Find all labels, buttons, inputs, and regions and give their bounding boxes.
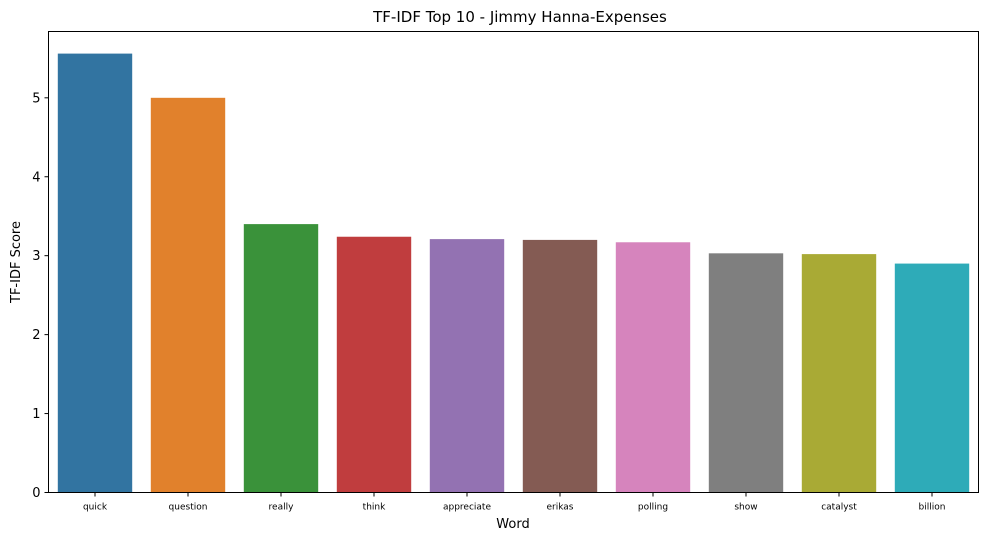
- y-tick-label: 3: [32, 249, 40, 264]
- y-tick-label: 2: [32, 328, 40, 343]
- y-tick-label: 1: [32, 407, 40, 422]
- bar-really: [243, 224, 319, 493]
- x-tick-label: catalyst: [821, 503, 857, 513]
- x-axis-title: Word: [496, 517, 529, 532]
- x-tick-label: quick: [83, 503, 108, 513]
- chart-title: TF-IDF Top 10 - Jimmy Hanna-Expenses: [372, 8, 667, 26]
- y-axis-title: TF-IDF Score: [9, 221, 24, 304]
- plot-frame: [48, 31, 979, 493]
- bar-question: [150, 97, 226, 493]
- bar-think: [336, 236, 412, 493]
- x-tick-label: erikas: [547, 503, 574, 513]
- x-tick-label: question: [169, 503, 208, 513]
- y-tick-label: 0: [32, 486, 40, 501]
- y-tick-label: 4: [32, 170, 40, 185]
- x-tick-label: polling: [638, 503, 668, 513]
- bar-erikas: [522, 239, 598, 493]
- y-tick-label: 5: [32, 91, 40, 106]
- x-tick-label: think: [363, 503, 386, 513]
- x-tick-label: billion: [919, 503, 946, 513]
- bar-catalyst: [801, 254, 877, 493]
- bar-polling: [615, 242, 691, 493]
- bar-appreciate: [429, 239, 505, 493]
- x-axis: quick question really think appreciate erikas…: [83, 492, 946, 513]
- x-tick-label: appreciate: [443, 503, 491, 513]
- bar-billion: [894, 263, 970, 493]
- y-axis: 0 1 2 3 4 5: [32, 91, 49, 501]
- x-tick-label: show: [734, 503, 757, 513]
- bar-show: [708, 253, 784, 493]
- bar-quick: [57, 53, 133, 493]
- bars-group: [57, 53, 970, 493]
- x-tick-label: really: [269, 503, 295, 513]
